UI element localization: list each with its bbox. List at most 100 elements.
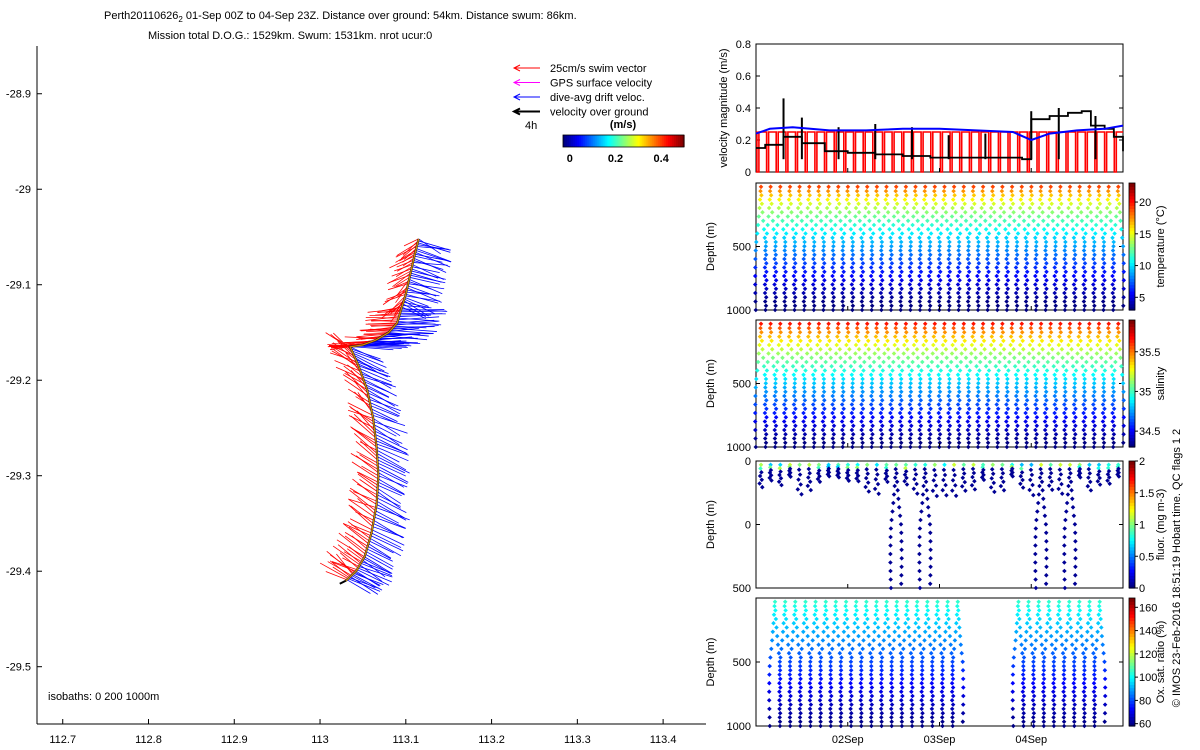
colorbar-segment [1129,483,1135,487]
profile-point [969,351,974,356]
profile-point [1044,547,1049,553]
profile-point [963,355,969,361]
profile-point [859,393,864,399]
profile-point [1092,303,1097,309]
profile-point [1072,376,1078,382]
profile-point [1034,278,1040,283]
profile-point [1110,265,1115,270]
profile-point [1069,347,1074,352]
profile-point [975,436,980,441]
profile-point [825,325,831,331]
profile-point [840,303,846,309]
drift-vector [355,345,402,349]
profile-point [858,663,864,669]
profile-point [1033,427,1038,433]
profile-point [955,290,961,296]
profile-point [798,482,803,487]
profile-point [825,633,831,639]
colorbar-segment [1129,470,1135,475]
profile-point [1100,410,1106,416]
profile-point [1043,440,1049,446]
profile-point [1052,427,1057,433]
profile-point [1121,440,1126,446]
profile-point [947,286,953,292]
isobaths-label: isobaths: 0 200 1000m [48,691,159,703]
colorbar-segment [605,135,608,147]
profile-point [1063,432,1068,437]
profile-point [950,334,956,339]
profile-point [1066,603,1071,609]
profile-point [1063,517,1068,523]
profile-point [889,376,894,382]
profile-point [1053,295,1059,300]
profile-point [1044,269,1049,275]
profile-point [1004,282,1009,287]
profile-point [1062,393,1067,399]
profile-point [1009,325,1014,331]
profile-point [898,299,903,304]
profile-point [896,496,901,502]
profile-point [776,479,782,484]
profile-point [1059,347,1065,352]
profile-point [962,479,968,485]
profile-point [1091,256,1096,262]
profile-point [1061,668,1067,673]
profile-point [878,273,884,279]
profile-point [784,359,790,365]
profile-point [961,685,966,690]
profile-point [868,290,874,296]
colorbar-segment [1129,495,1135,500]
profile-point [933,472,938,478]
profile-point [840,440,846,446]
profile-point [1092,663,1097,669]
profile-point [1043,307,1048,313]
profile-point [897,410,903,416]
swim-vector [388,274,411,284]
profile-point [1001,488,1007,493]
profile-point [976,415,982,420]
profile-point [1081,698,1087,703]
profile-point [1034,440,1039,446]
profile-point [1012,364,1018,369]
profile-point [950,488,955,493]
colorbar-segment [1129,271,1135,276]
profile-point [773,269,779,275]
profile-point [947,423,953,429]
profile-point [1066,342,1071,348]
profile-point [772,385,778,390]
colorbar-segment [589,135,592,147]
profile-point [959,650,964,656]
profile-point [1107,481,1112,486]
profile-point [1028,334,1033,339]
profile-point [1091,385,1096,390]
profile-point [1095,629,1100,635]
colorbar-segment [1129,224,1135,229]
profile-point [1063,286,1069,292]
profile-point [967,278,972,283]
profile-point [808,723,813,729]
profile-point [1101,239,1107,245]
colorbar-segment [1129,678,1135,682]
profile-point [1001,338,1006,344]
profile-point [940,659,945,665]
swim-vector [356,471,379,486]
profile-point [870,368,876,373]
profile-point [918,278,924,283]
profile-point [969,342,975,348]
profile-point [1041,659,1046,665]
profile-point [847,355,853,361]
profile-point [1006,368,1011,373]
profile-point [1033,568,1038,574]
profile-point [821,381,827,386]
profile-point [946,299,951,304]
profile-point [763,444,768,450]
profile-point [808,659,813,665]
profile-point [1095,197,1101,202]
profile-point [875,481,881,487]
colorbar-frame [562,134,685,148]
profile-point [764,423,769,429]
profile-point [846,633,851,639]
profile-point [772,299,778,304]
profile-point [1014,376,1020,382]
profile-point [821,432,827,437]
